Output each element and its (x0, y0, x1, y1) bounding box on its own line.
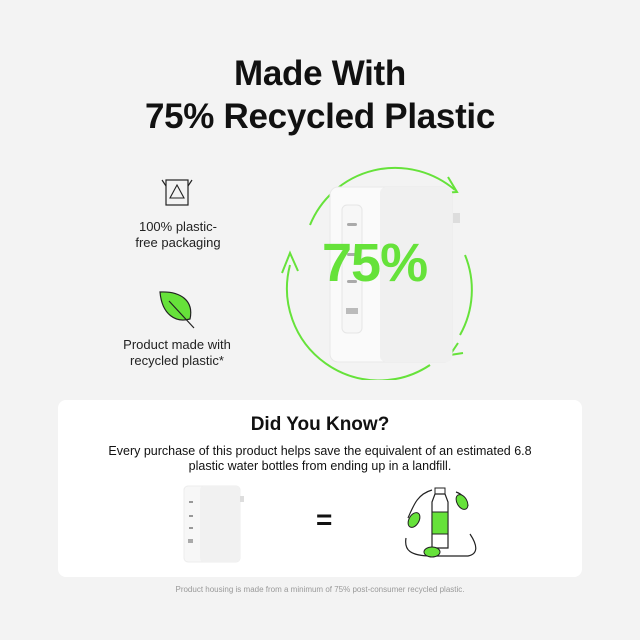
recycled-percentage: 75% (322, 233, 428, 293)
feature-label-line: recycled plastic* (130, 353, 224, 368)
footnote: Product housing is made from a minimum o… (175, 585, 465, 594)
recycle-arrows-graphic (281, 166, 473, 380)
card-description: Every purchase of this product helps sav… (78, 444, 562, 474)
title-line-1: Made With (234, 54, 406, 93)
did-you-know-card: Did You Know? Every purchase of this pro… (58, 400, 582, 577)
leaf-icon (159, 291, 195, 329)
title-line-2: 75% Recycled Plastic (144, 97, 496, 136)
feature-packaging-label: 100% plastic- free packaging (98, 219, 258, 251)
feature-label-line: 100% plastic- (138, 219, 218, 234)
feature-label-line: Product made with (123, 337, 231, 352)
feature-recycled-label: Product made with recycled plastic* (97, 337, 257, 369)
charger-small-image (183, 485, 244, 563)
recycled-bottle-icon (405, 487, 477, 558)
recycle-box-icon (161, 179, 193, 206)
card-heading: Did You Know? (250, 414, 390, 435)
page-title: Made With 75% Recycled Plastic (0, 52, 640, 138)
feature-label-line: free packaging (135, 235, 221, 250)
description-line: Every purchase of this product helps sav… (108, 444, 532, 458)
description-line: plastic water bottles from ending up in … (188, 459, 452, 473)
equals-sign: = (316, 504, 333, 535)
